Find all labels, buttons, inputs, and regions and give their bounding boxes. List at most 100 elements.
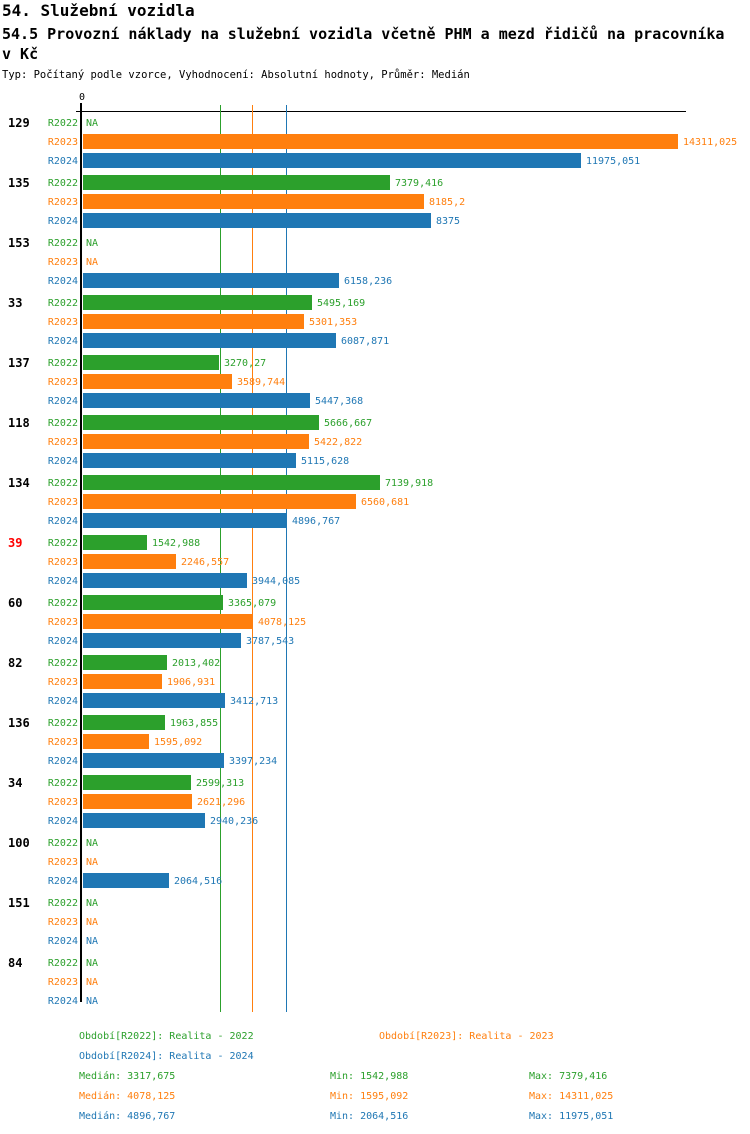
legend-min-r2024: Min: 2064,516 bbox=[330, 1111, 409, 1122]
legend-median-r2022: Medián: 3317,675 bbox=[79, 1071, 176, 1082]
bar-118-r2024 bbox=[83, 453, 296, 468]
bar-value-84-r2024: NA bbox=[86, 996, 99, 1007]
category-label-136: 136 bbox=[8, 716, 30, 730]
bar-value-134-r2022: 7139,918 bbox=[385, 478, 434, 489]
series-label-84-r2024: R2024 bbox=[47, 996, 78, 1007]
bar-value-100-r2022: NA bbox=[86, 838, 99, 849]
page-subtitle: 54.5 Provozní náklady na služební vozidl… bbox=[2, 25, 725, 63]
legend-min-r2023: Min: 1595,092 bbox=[330, 1091, 409, 1102]
x-axis-zero-tick-label: 0 bbox=[78, 92, 86, 103]
series-label-60-r2022: R2022 bbox=[47, 598, 78, 609]
series-label-118-r2023: R2023 bbox=[47, 437, 78, 448]
series-label-60-r2024: R2024 bbox=[47, 636, 78, 647]
series-label-84-r2022: R2022 bbox=[47, 958, 78, 969]
series-label-84-r2023: R2023 bbox=[47, 977, 78, 988]
series-label-129-r2023: R2023 bbox=[47, 137, 78, 148]
category-label-118: 118 bbox=[8, 416, 30, 430]
series-label-137-r2023: R2023 bbox=[47, 377, 78, 388]
series-label-82-r2023: R2023 bbox=[47, 677, 78, 688]
bar-value-60-r2023: 4078,125 bbox=[258, 617, 307, 628]
series-label-151-r2023: R2023 bbox=[47, 917, 78, 928]
bar-33-r2022 bbox=[83, 295, 312, 310]
series-label-129-r2024: R2024 bbox=[47, 156, 78, 167]
series-label-39-r2023: R2023 bbox=[47, 557, 78, 568]
bar-136-r2022 bbox=[83, 715, 165, 730]
series-label-118-r2024: R2024 bbox=[47, 456, 78, 467]
x-axis-line bbox=[76, 111, 686, 112]
bar-value-153-r2023: NA bbox=[86, 257, 99, 268]
legend-period-r2023: Období[R2023]: Realita - 2023 bbox=[379, 1031, 554, 1042]
category-label-151: 151 bbox=[8, 896, 30, 910]
bar-value-134-r2023: 6560,681 bbox=[361, 497, 410, 508]
bar-82-r2022 bbox=[83, 655, 167, 670]
page-title: 54. Služební vozidla bbox=[2, 1, 195, 20]
bar-34-r2023 bbox=[83, 794, 192, 809]
series-label-135-r2022: R2022 bbox=[47, 178, 78, 189]
category-label-82: 82 bbox=[8, 656, 23, 670]
series-label-134-r2023: R2023 bbox=[47, 497, 78, 508]
bar-value-39-r2024: 3944,085 bbox=[252, 576, 301, 587]
bar-value-60-r2022: 3365,079 bbox=[228, 598, 277, 609]
bar-value-135-r2024: 8375 bbox=[436, 216, 461, 227]
category-label-60: 60 bbox=[8, 596, 23, 610]
series-label-82-r2022: R2022 bbox=[47, 658, 78, 669]
category-label-34: 34 bbox=[8, 776, 23, 790]
bar-value-129-r2022: NA bbox=[86, 118, 99, 129]
bar-33-r2024 bbox=[83, 333, 336, 348]
series-label-33-r2022: R2022 bbox=[47, 298, 78, 309]
category-label-84: 84 bbox=[8, 956, 23, 970]
bar-value-129-r2024: 11975,051 bbox=[586, 156, 641, 167]
bar-value-118-r2024: 5115,628 bbox=[301, 456, 350, 467]
series-label-136-r2022: R2022 bbox=[47, 718, 78, 729]
series-label-82-r2024: R2024 bbox=[47, 696, 78, 707]
legend-median-r2024: Medián: 4896,767 bbox=[79, 1111, 176, 1122]
bar-137-r2022 bbox=[83, 355, 219, 370]
bar-value-33-r2022: 5495,169 bbox=[317, 298, 366, 309]
median-line-r2023 bbox=[252, 105, 253, 1012]
category-label-153: 153 bbox=[8, 236, 30, 250]
bar-39-r2024 bbox=[83, 573, 247, 588]
bar-value-136-r2023: 1595,092 bbox=[154, 737, 203, 748]
median-line-r2022 bbox=[220, 105, 221, 1012]
bar-value-153-r2024: 6158,236 bbox=[344, 276, 393, 287]
category-label-135: 135 bbox=[8, 176, 30, 190]
legend-period-r2022: Období[R2022]: Realita - 2022 bbox=[79, 1031, 254, 1042]
bar-137-r2023 bbox=[83, 374, 232, 389]
bar-value-34-r2024: 2940,236 bbox=[210, 816, 259, 827]
bar-value-153-r2022: NA bbox=[86, 238, 99, 249]
bar-value-118-r2023: 5422,822 bbox=[314, 437, 363, 448]
legend-min-r2022: Min: 1542,988 bbox=[330, 1071, 409, 1082]
series-label-153-r2023: R2023 bbox=[47, 257, 78, 268]
series-label-34-r2022: R2022 bbox=[47, 778, 78, 789]
series-label-137-r2024: R2024 bbox=[47, 396, 78, 407]
bar-134-r2022 bbox=[83, 475, 380, 490]
bar-value-129-r2023: 14311,025 bbox=[683, 137, 738, 148]
bar-135-r2023 bbox=[83, 194, 424, 209]
bar-value-34-r2022: 2599,313 bbox=[196, 778, 245, 789]
bar-value-39-r2023: 2246,557 bbox=[181, 557, 230, 568]
series-label-39-r2024: R2024 bbox=[47, 576, 78, 587]
series-label-151-r2022: R2022 bbox=[47, 898, 78, 909]
bar-value-136-r2022: 1963,855 bbox=[170, 718, 219, 729]
bar-153-r2024 bbox=[83, 273, 339, 288]
category-label-134: 134 bbox=[8, 476, 30, 490]
bar-value-151-r2023: NA bbox=[86, 917, 99, 928]
category-label-33: 33 bbox=[8, 296, 23, 310]
legend-median-r2023: Medián: 4078,125 bbox=[79, 1091, 176, 1102]
series-label-34-r2023: R2023 bbox=[47, 797, 78, 808]
legend-period-r2024: Období[R2024]: Realita - 2024 bbox=[79, 1051, 254, 1062]
bar-value-60-r2024: 3787,543 bbox=[246, 636, 295, 647]
bar-value-84-r2023: NA bbox=[86, 977, 99, 988]
bar-39-r2023 bbox=[83, 554, 176, 569]
series-label-153-r2022: R2022 bbox=[47, 238, 78, 249]
series-label-33-r2024: R2024 bbox=[47, 336, 78, 347]
series-label-137-r2022: R2022 bbox=[47, 358, 78, 369]
series-label-33-r2023: R2023 bbox=[47, 317, 78, 328]
bar-137-r2024 bbox=[83, 393, 310, 408]
series-label-134-r2022: R2022 bbox=[47, 478, 78, 489]
legend-max-r2022: Max: 7379,416 bbox=[529, 1071, 608, 1082]
bar-34-r2022 bbox=[83, 775, 191, 790]
bar-value-137-r2023: 3589,744 bbox=[237, 377, 286, 388]
bar-value-137-r2022: 3270,27 bbox=[224, 358, 267, 369]
series-label-134-r2024: R2024 bbox=[47, 516, 78, 527]
